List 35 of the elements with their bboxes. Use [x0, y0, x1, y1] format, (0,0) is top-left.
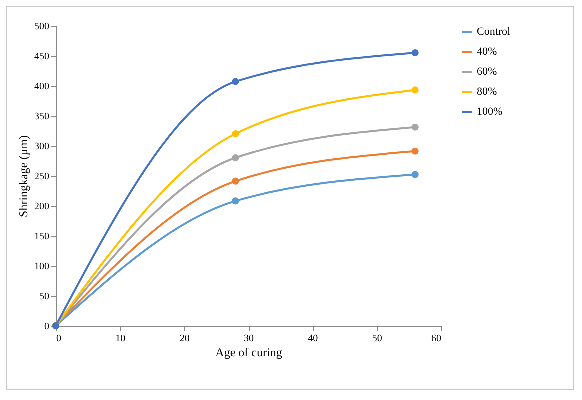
x-tick-label: 30: [244, 334, 254, 344]
y-tick-label: 350: [34, 112, 50, 122]
point: [412, 124, 419, 131]
y-tick-label: 150: [34, 232, 50, 242]
point: [232, 130, 240, 138]
point: [232, 154, 240, 162]
y-tick-label: 200: [34, 202, 50, 212]
point: [412, 171, 419, 178]
point: [232, 198, 240, 205]
legend-label: 100%: [477, 106, 503, 118]
point: [412, 148, 419, 155]
legend-label: 60%: [477, 66, 498, 78]
x-axis-title: Age of curing: [216, 346, 282, 360]
y-tick-label: 500: [34, 22, 50, 32]
y-tick-label: 100: [34, 262, 50, 272]
x-tick-label: 50: [372, 334, 382, 344]
x-tick-label: 40: [308, 334, 318, 344]
y-tick-label: 300: [34, 142, 50, 152]
legend-label: 40%: [477, 46, 498, 58]
y-tick-label: 50: [40, 292, 50, 302]
point: [412, 86, 419, 94]
point: [232, 78, 240, 86]
x-tick-label: 0: [56, 334, 62, 344]
point: [412, 49, 419, 57]
legend-label: Control: [477, 26, 511, 38]
x-tick-label: 20: [180, 334, 190, 344]
x-tick-label: 60: [432, 334, 442, 344]
y-axis-title: Shringkage (µm): [16, 136, 30, 218]
y-tick-label: 400: [34, 82, 50, 92]
y-tick-label: 250: [34, 172, 50, 182]
x-tick-label: 10: [116, 334, 126, 344]
point: [232, 178, 240, 185]
y-tick-label: 450: [34, 52, 50, 62]
y-tick-label: 0: [44, 322, 50, 332]
legend-label: 80%: [477, 86, 498, 98]
